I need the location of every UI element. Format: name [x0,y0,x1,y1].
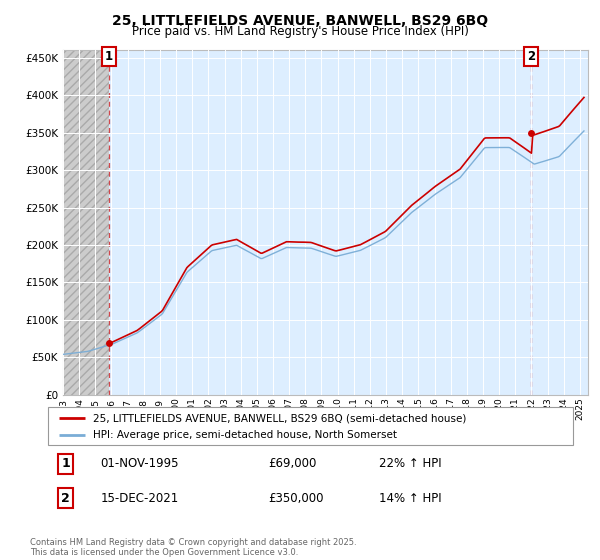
Text: 14% ↑ HPI: 14% ↑ HPI [379,492,442,505]
Text: 25, LITTLEFIELDS AVENUE, BANWELL, BS29 6BQ: 25, LITTLEFIELDS AVENUE, BANWELL, BS29 6… [112,14,488,28]
Text: 22% ↑ HPI: 22% ↑ HPI [379,457,442,470]
Text: 25, LITTLEFIELDS AVENUE, BANWELL, BS29 6BQ (semi-detached house): 25, LITTLEFIELDS AVENUE, BANWELL, BS29 6… [92,413,466,423]
Text: £350,000: £350,000 [269,492,324,505]
Text: 01-NOV-1995: 01-NOV-1995 [101,457,179,470]
Text: Contains HM Land Registry data © Crown copyright and database right 2025.
This d: Contains HM Land Registry data © Crown c… [30,538,356,557]
Text: 1: 1 [105,50,113,63]
Text: HPI: Average price, semi-detached house, North Somerset: HPI: Average price, semi-detached house,… [92,430,397,440]
Text: 2: 2 [61,492,70,505]
Text: 2: 2 [527,50,535,63]
Text: 1: 1 [61,457,70,470]
Bar [63,50,109,395]
FancyBboxPatch shape [48,407,573,445]
Text: £69,000: £69,000 [269,457,317,470]
Text: 15-DEC-2021: 15-DEC-2021 [101,492,179,505]
Text: Price paid vs. HM Land Registry's House Price Index (HPI): Price paid vs. HM Land Registry's House … [131,25,469,38]
